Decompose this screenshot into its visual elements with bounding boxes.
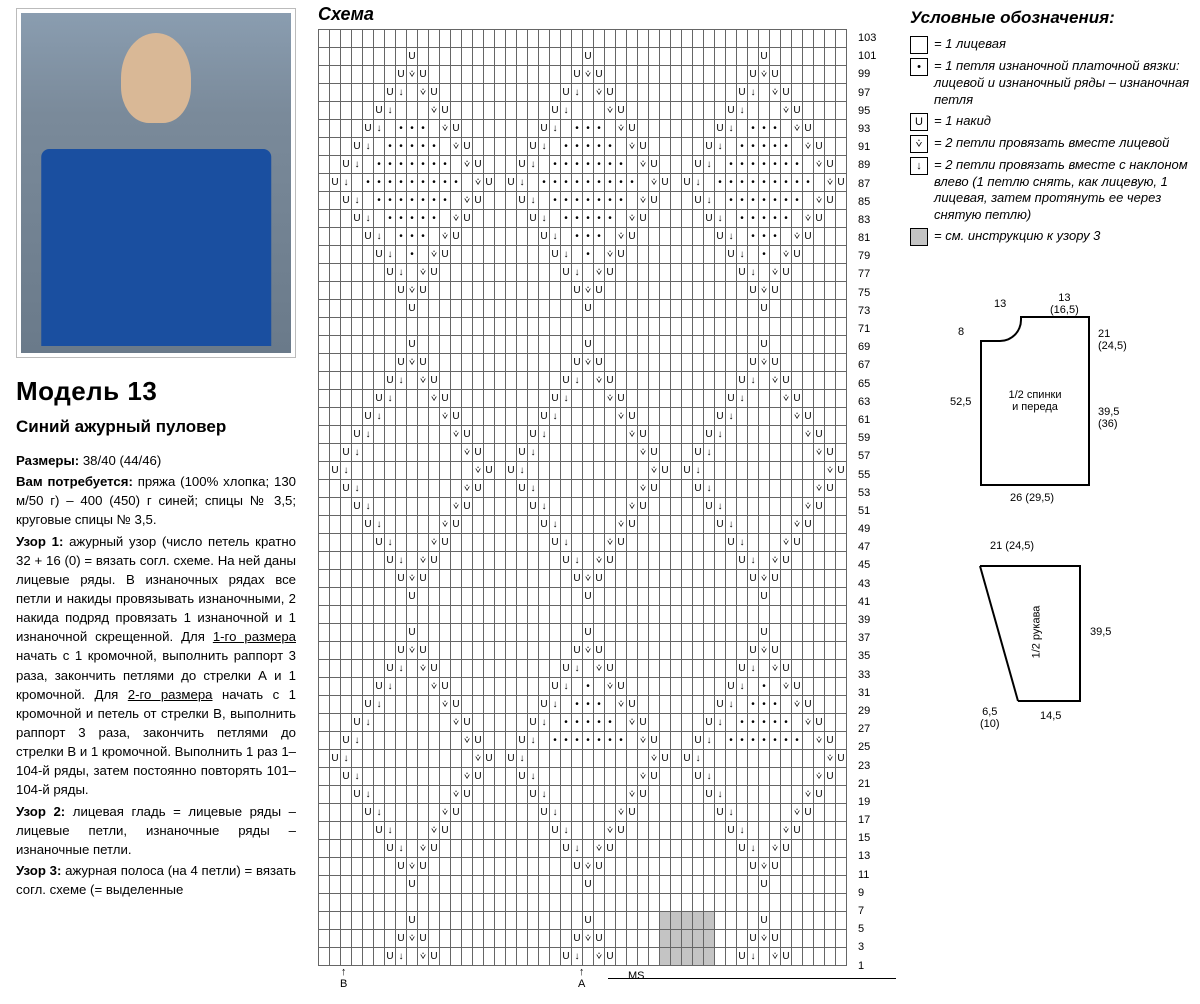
body-schematic: 1/2 спинки и переда 13 13 (16,5) 8 52,5 … [950,286,1120,516]
description-text: Размеры: 38/40 (44/46) Вам потребуется: … [16,451,296,899]
legend-title: Условные обозначения: [910,8,1190,28]
left-column: Модель 13 Синий ажурный пуловер Размеры:… [16,8,296,901]
chart-column: Схема UUUU⩒UU⩒UU⩒UU↓⩒UU↓⩒UU↓⩒UU↓⩒UU↓⩒UU↓… [318,4,896,996]
knitting-chart: UUUU⩒UU⩒UU⩒UU↓⩒UU↓⩒UU↓⩒UU↓⩒UU↓⩒UU↓⩒UU↓••… [318,29,896,966]
schematic-drawings: 1/2 спинки и переда 13 13 (16,5) 8 52,5 … [910,286,1190,736]
model-photo [16,8,296,358]
sleeve-schematic: 21 (24,5) 1/2 рукава 39,5 6,5 (10) 14,5 [950,546,1120,736]
legend-list: = 1 лицевая•= 1 петля изнаночной платоч­… [910,36,1190,246]
model-heading: Модель 13 [16,376,296,407]
schema-title: Схема [318,4,896,25]
model-subtitle: Синий ажурный пуловер [16,417,296,437]
right-column: Условные обозначения: = 1 лицевая•= 1 пе… [910,8,1190,736]
chart-arrows: ↑B ↑A MS [318,966,896,996]
